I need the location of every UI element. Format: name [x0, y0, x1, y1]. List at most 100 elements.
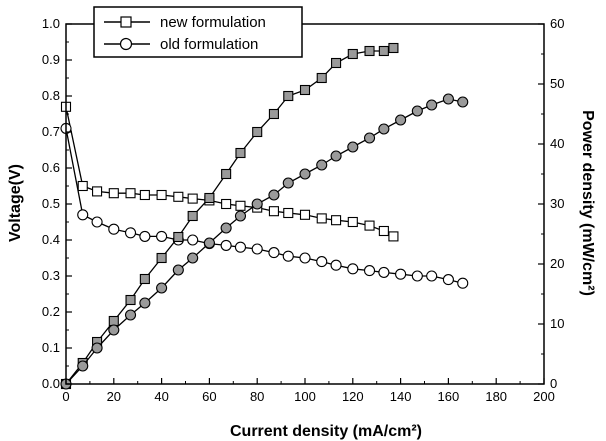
data-point-square — [388, 42, 399, 54]
data-point-circle — [156, 230, 168, 242]
data-point-square — [299, 84, 311, 96]
y-left-tick-label: 1.0 — [42, 16, 60, 31]
series-line — [65, 128, 463, 284]
y-axis-left-title: Voltage(V) — [7, 164, 24, 242]
data-point-circle — [395, 268, 407, 280]
data-point-square — [77, 180, 88, 192]
data-point-circle — [77, 209, 89, 221]
data-point-circle — [457, 277, 469, 289]
data-point-circle — [187, 252, 199, 264]
data-point-circle — [330, 150, 342, 162]
x-tick-label: 100 — [294, 389, 316, 404]
data-point-circle — [330, 259, 342, 271]
y-left-tick-label: 0.5 — [42, 196, 60, 211]
data-point-circle — [124, 227, 137, 239]
data-point-square — [173, 231, 184, 243]
data-point-square — [364, 45, 375, 57]
data-point-circle — [378, 266, 390, 278]
data-point-square — [187, 193, 198, 204]
legend: new formulation old formulation — [93, 6, 303, 58]
legend-label-old: old formulation — [160, 36, 258, 53]
data-point-square — [108, 188, 119, 199]
tick-labels: 0 20 40 60 80 100 120 140 160 180 2000.00.10.20.30… — [42, 16, 565, 404]
data-point-circle — [187, 234, 199, 246]
data-point-circle — [268, 247, 280, 259]
x-tick-label: 40 — [154, 389, 168, 404]
data-point-circle — [282, 250, 294, 262]
legend-label-new: new formulation — [160, 14, 266, 31]
plot-frame — [65, 23, 545, 385]
data-point-circle — [91, 216, 103, 228]
y-left-tick-label: 0.0 — [42, 376, 60, 391]
series-0 — [60, 101, 399, 242]
series-1 — [60, 122, 469, 289]
data-point-circle — [316, 159, 328, 171]
data-point-square — [283, 207, 294, 219]
data-point-circle — [316, 256, 328, 268]
data-point-circle — [251, 243, 263, 255]
data-point-circle — [426, 270, 438, 282]
data-point-circle — [457, 96, 469, 108]
data-point-square — [331, 57, 342, 69]
data-point-circle — [347, 141, 359, 153]
legend-square-marker — [120, 16, 132, 28]
y-right-tick-label: 10 — [550, 316, 564, 331]
data-point-square — [378, 225, 389, 237]
y-right-tick-label: 30 — [550, 196, 564, 211]
data-point-circle — [442, 274, 454, 286]
data-point-circle — [108, 223, 120, 235]
data-point-square — [268, 206, 279, 217]
y-left-tick-label: 0.8 — [42, 88, 60, 103]
data-point-circle — [251, 198, 263, 210]
data-point-circle — [139, 297, 151, 309]
y-left-tick-label: 0.9 — [42, 52, 60, 67]
data-point-square — [125, 294, 136, 306]
axes — [65, 23, 545, 385]
data-point-circle — [395, 114, 407, 126]
x-tick-label: 160 — [438, 389, 460, 404]
x-axis-title: Current density (mA/cm²) — [230, 423, 422, 440]
data-point-circle — [220, 239, 232, 251]
y-right-tick-label: 20 — [550, 256, 564, 271]
x-tick-label: 180 — [485, 389, 507, 404]
data-point-circle — [268, 189, 280, 201]
data-point-square — [221, 168, 232, 180]
data-point-circle — [442, 93, 454, 105]
x-tick-label: 200 — [533, 389, 555, 404]
y-left-tick-label: 0.3 — [42, 268, 60, 283]
data-point-square — [388, 231, 399, 242]
x-tick-label: 80 — [250, 389, 264, 404]
data-point-square — [378, 45, 389, 57]
data-point-circle — [203, 237, 215, 249]
y-right-tick-label: 40 — [550, 136, 564, 151]
series-2 — [60, 42, 399, 390]
y-left-tick-label: 0.2 — [42, 304, 60, 319]
data-point-square — [331, 215, 342, 226]
data-point-circle — [220, 222, 232, 234]
data-point-square — [316, 213, 327, 224]
data-point-circle — [91, 342, 103, 354]
legend-circle-marker — [119, 37, 133, 51]
data-point-square — [347, 216, 358, 228]
data-point-square — [316, 72, 327, 84]
series-line — [65, 47, 394, 385]
data-point-circle — [124, 309, 137, 321]
x-tick-label: 140 — [390, 389, 412, 404]
y-right-tick-label: 60 — [550, 16, 564, 31]
data-point-circle — [172, 264, 184, 276]
data-point-circle — [363, 132, 376, 144]
series-3 — [60, 93, 469, 390]
data-point-square — [173, 191, 184, 202]
data-point-square — [125, 188, 136, 199]
data-point-circle — [411, 105, 423, 117]
data-point-square — [235, 200, 246, 211]
data-point-square — [92, 186, 103, 197]
data-point-square — [299, 209, 311, 220]
series-line — [65, 106, 394, 237]
plot-area — [60, 42, 469, 390]
x-tick-label: 0 — [62, 389, 69, 404]
x-tick-label: 20 — [107, 389, 121, 404]
data-point-circle — [347, 263, 359, 275]
y-right-tick-label: 50 — [550, 76, 564, 91]
